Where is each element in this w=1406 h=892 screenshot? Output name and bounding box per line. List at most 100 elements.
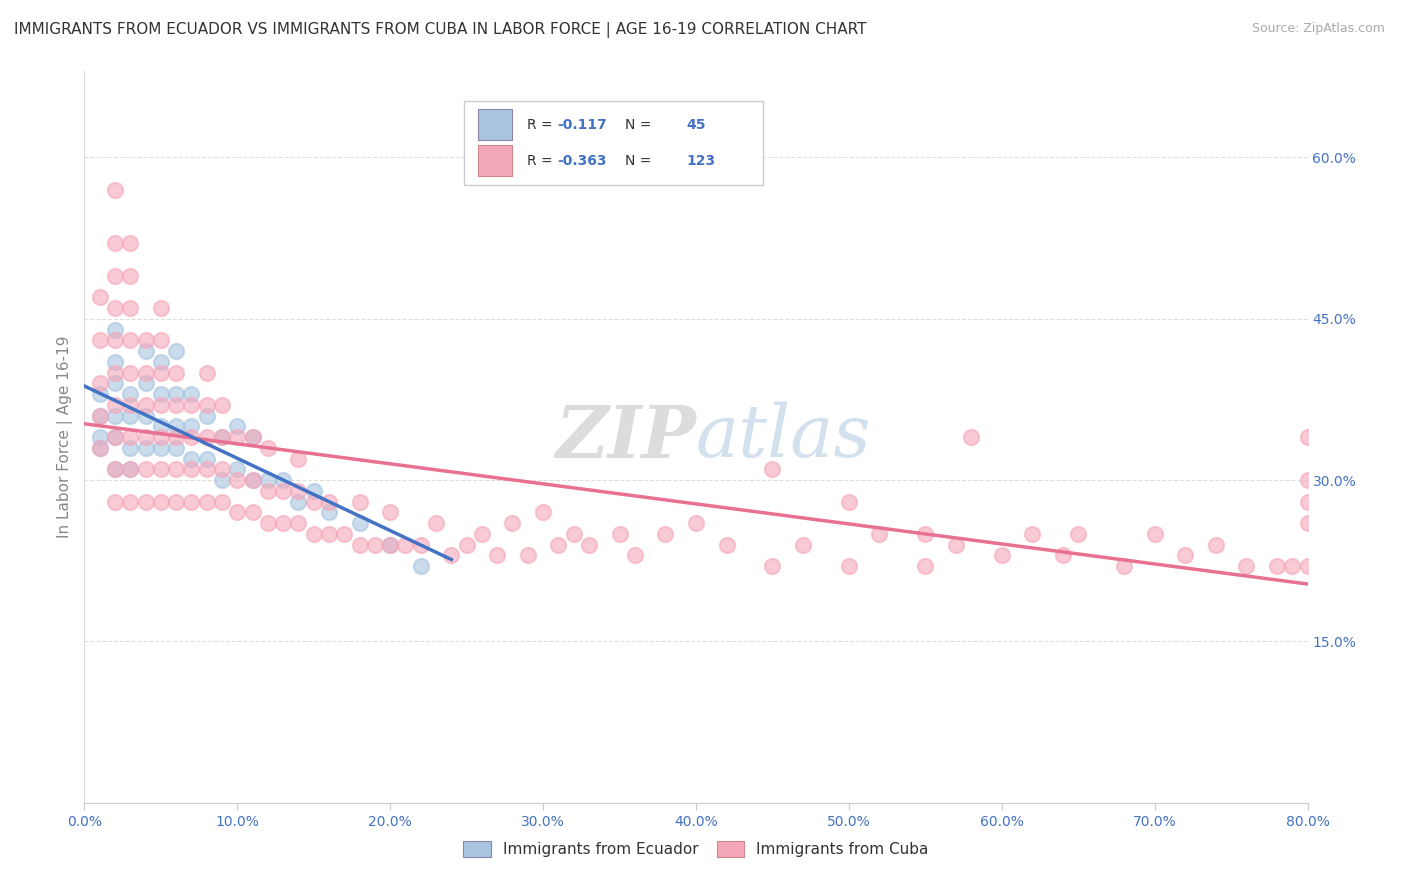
- Point: [180, 451, 202, 466]
- Bar: [478, 110, 513, 140]
- Point: [578, 538, 600, 552]
- Point: [1021, 527, 1043, 541]
- Point: [409, 559, 432, 574]
- Point: [135, 376, 157, 391]
- Text: N =: N =: [626, 118, 651, 132]
- Point: [226, 505, 249, 519]
- Point: [394, 538, 416, 552]
- Point: [120, 409, 142, 423]
- Point: [195, 462, 218, 476]
- Point: [257, 441, 280, 455]
- Point: [149, 355, 172, 369]
- Point: [1114, 559, 1136, 574]
- Text: R =: R =: [527, 118, 553, 132]
- Point: [120, 387, 142, 401]
- Point: [135, 333, 157, 347]
- Point: [761, 462, 783, 476]
- Point: [165, 366, 187, 380]
- Point: [120, 441, 142, 455]
- Point: [211, 430, 233, 444]
- Point: [104, 322, 127, 336]
- Point: [195, 494, 218, 508]
- Point: [502, 516, 524, 530]
- Point: [318, 494, 340, 508]
- Point: [792, 538, 814, 552]
- Point: [120, 430, 142, 444]
- Point: [165, 398, 187, 412]
- Point: [242, 430, 264, 444]
- Point: [380, 538, 402, 552]
- Point: [685, 516, 707, 530]
- Point: [135, 441, 157, 455]
- Text: N =: N =: [626, 153, 651, 168]
- Point: [609, 527, 631, 541]
- Point: [165, 387, 187, 401]
- Point: [1143, 527, 1166, 541]
- Point: [104, 430, 127, 444]
- Point: [761, 559, 783, 574]
- Y-axis label: In Labor Force | Age 16-19: In Labor Force | Age 16-19: [58, 335, 73, 539]
- Point: [211, 473, 233, 487]
- Point: [149, 441, 172, 455]
- Point: [104, 376, 127, 391]
- Point: [380, 505, 402, 519]
- Point: [914, 527, 936, 541]
- Point: [180, 494, 202, 508]
- Point: [135, 366, 157, 380]
- Text: -0.363: -0.363: [558, 153, 607, 168]
- Point: [257, 516, 280, 530]
- Text: atlas: atlas: [696, 401, 872, 473]
- Point: [135, 494, 157, 508]
- Point: [486, 549, 509, 563]
- Point: [135, 430, 157, 444]
- Point: [349, 516, 371, 530]
- Bar: [478, 145, 513, 176]
- FancyBboxPatch shape: [464, 101, 763, 185]
- Point: [89, 290, 111, 304]
- Point: [104, 462, 127, 476]
- Point: [562, 527, 585, 541]
- Point: [149, 430, 172, 444]
- Point: [271, 483, 294, 498]
- Point: [226, 462, 249, 476]
- Point: [149, 366, 172, 380]
- Point: [380, 538, 402, 552]
- Point: [1265, 559, 1288, 574]
- Point: [869, 527, 891, 541]
- Point: [195, 366, 218, 380]
- Point: [165, 441, 187, 455]
- Point: [180, 398, 202, 412]
- Point: [1281, 559, 1303, 574]
- Point: [89, 409, 111, 423]
- Point: [287, 451, 309, 466]
- Point: [960, 430, 983, 444]
- Point: [120, 366, 142, 380]
- Legend: Immigrants from Ecuador, Immigrants from Cuba: Immigrants from Ecuador, Immigrants from…: [456, 833, 936, 864]
- Point: [149, 419, 172, 434]
- Point: [104, 409, 127, 423]
- Point: [302, 494, 325, 508]
- Point: [149, 301, 172, 315]
- Text: IMMIGRANTS FROM ECUADOR VS IMMIGRANTS FROM CUBA IN LABOR FORCE | AGE 16-19 CORRE: IMMIGRANTS FROM ECUADOR VS IMMIGRANTS FR…: [14, 22, 866, 38]
- Point: [104, 236, 127, 251]
- Point: [531, 505, 554, 519]
- Point: [349, 494, 371, 508]
- Point: [120, 462, 142, 476]
- Point: [104, 398, 127, 412]
- Point: [104, 430, 127, 444]
- Point: [945, 538, 967, 552]
- Point: [165, 430, 187, 444]
- Point: [914, 559, 936, 574]
- Point: [302, 527, 325, 541]
- Point: [165, 344, 187, 359]
- Point: [1052, 549, 1074, 563]
- Point: [242, 473, 264, 487]
- Point: [89, 333, 111, 347]
- Text: 45: 45: [686, 118, 706, 132]
- Point: [211, 494, 233, 508]
- Point: [149, 333, 172, 347]
- Point: [1236, 559, 1258, 574]
- Point: [838, 559, 860, 574]
- Point: [333, 527, 356, 541]
- Point: [180, 419, 202, 434]
